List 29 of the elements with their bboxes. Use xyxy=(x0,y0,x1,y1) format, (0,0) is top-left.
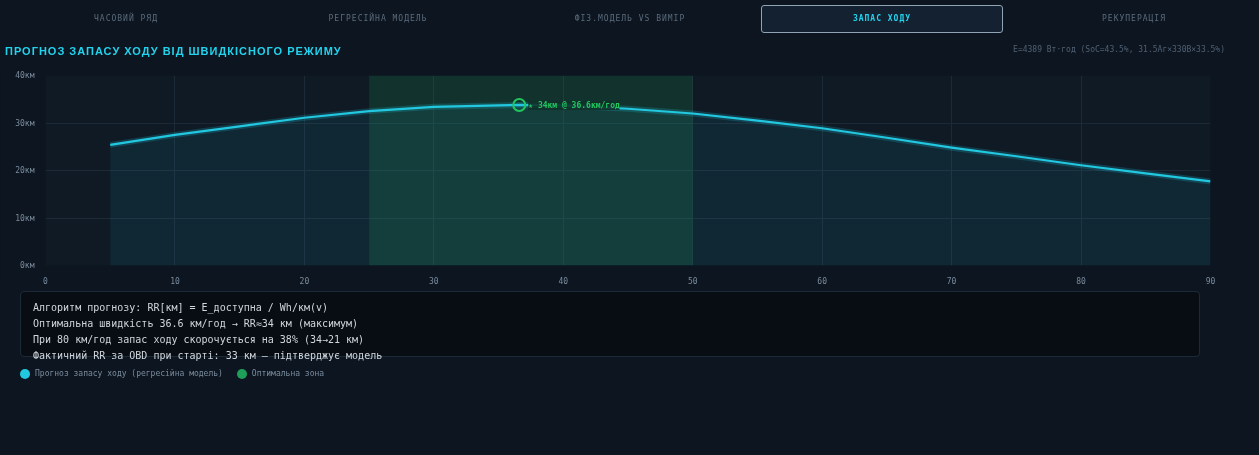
legend-label: Оптимальна зона xyxy=(251,368,325,380)
y-tick-label: 10км xyxy=(15,213,35,223)
x-tick-label: 60 xyxy=(817,276,828,286)
y-tick-label: 20км xyxy=(15,166,35,175)
chart-title: ПРОГНОЗ ЗАПАСУ ХОДУ ВІД ШВИДКІСНОГО РЕЖИМУ xyxy=(5,44,342,59)
x-tick-label: 70 xyxy=(946,276,957,286)
x-tick-label: 50 xyxy=(687,276,698,286)
x-tick-label: 20 xyxy=(299,276,310,286)
x-tick-label: 40 xyxy=(558,276,569,286)
x-tick-label: 80 xyxy=(1076,276,1087,286)
text: ЗАПАС ХОДУ xyxy=(852,13,912,25)
x-tick-label: 0 xyxy=(43,276,49,286)
y-tick-label: 0км xyxy=(20,261,35,270)
y-tick-label: 30км xyxy=(15,118,35,128)
text: Алгоритм прогнозу: RR[км] = E_доступна / Wh/км(v) xyxy=(33,301,329,316)
legend-label: Прогноз запасу ходу (регресійна модель) xyxy=(35,368,223,380)
text: При 80 км/год запас ходу скорочується на 38% (34→21 км) xyxy=(33,333,366,347)
y-tick-label: 40км xyxy=(15,71,35,80)
text: ЧАСОВИЙ РЯД xyxy=(94,11,158,25)
chart-subtitle: E=4389 Вт·год (SoC=43.5%, 31.5Аг×330В×33.5%) xyxy=(1013,44,1225,56)
text: Оптимальна швидкість 36.6 км/год → RR≈34 км (максимум) xyxy=(33,317,360,331)
x-tick-label: 10 xyxy=(170,276,180,286)
text: РЕГРЕСІЙНА МОДЕЛЬ xyxy=(328,11,428,25)
x-tick-label: 90 xyxy=(1205,276,1216,286)
x-tick-label: 30 xyxy=(429,276,439,286)
text: Фактичний RR за OBD при старті: 33 км — підтверджує модель xyxy=(33,349,383,363)
annotation: ★ 34км @ 36.6км/год xyxy=(528,100,620,110)
text: ФІЗ.МОДЕЛЬ VS ВИМІР xyxy=(574,13,686,25)
text: РЕКУПЕРАЦІЯ xyxy=(1102,13,1166,25)
